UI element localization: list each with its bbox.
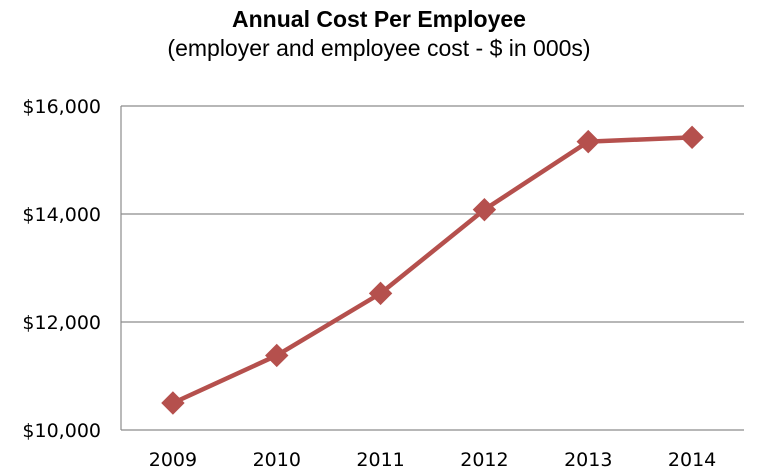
data-point-marker — [368, 281, 393, 306]
x-tick-label: 2014 — [668, 449, 716, 471]
data-point-marker — [161, 391, 185, 415]
y-tick-label: $16,000 — [22, 96, 101, 118]
y-tick-label: $10,000 — [22, 420, 101, 442]
series — [161, 125, 704, 415]
series-line — [171, 135, 693, 406]
x-tick-label: 2013 — [564, 449, 612, 471]
data-point-marker — [265, 343, 289, 368]
y-tick-labels: $10,000 $12,000 $14,000 $16,000 — [22, 96, 101, 442]
y-tick-label: $14,000 — [22, 204, 101, 226]
axes — [120, 106, 744, 431]
gridlines — [121, 105, 744, 323]
data-point-marker — [472, 197, 497, 222]
x-tick-label: 2012 — [460, 449, 508, 471]
chart-title: Annual Cost Per Employee — [232, 6, 526, 32]
data-point-marker — [576, 129, 600, 154]
x-tick-labels: 2009 2010 2011 2012 2013 2014 — [149, 449, 717, 471]
x-tick-label: 2010 — [253, 449, 301, 471]
chart-subtitle: (employer and employee cost - $ in 000s) — [167, 35, 591, 61]
data-point-marker — [680, 125, 704, 150]
y-tick-label: $12,000 — [22, 312, 101, 334]
x-tick-label: 2009 — [149, 449, 197, 471]
x-tick-label: 2011 — [356, 449, 404, 471]
